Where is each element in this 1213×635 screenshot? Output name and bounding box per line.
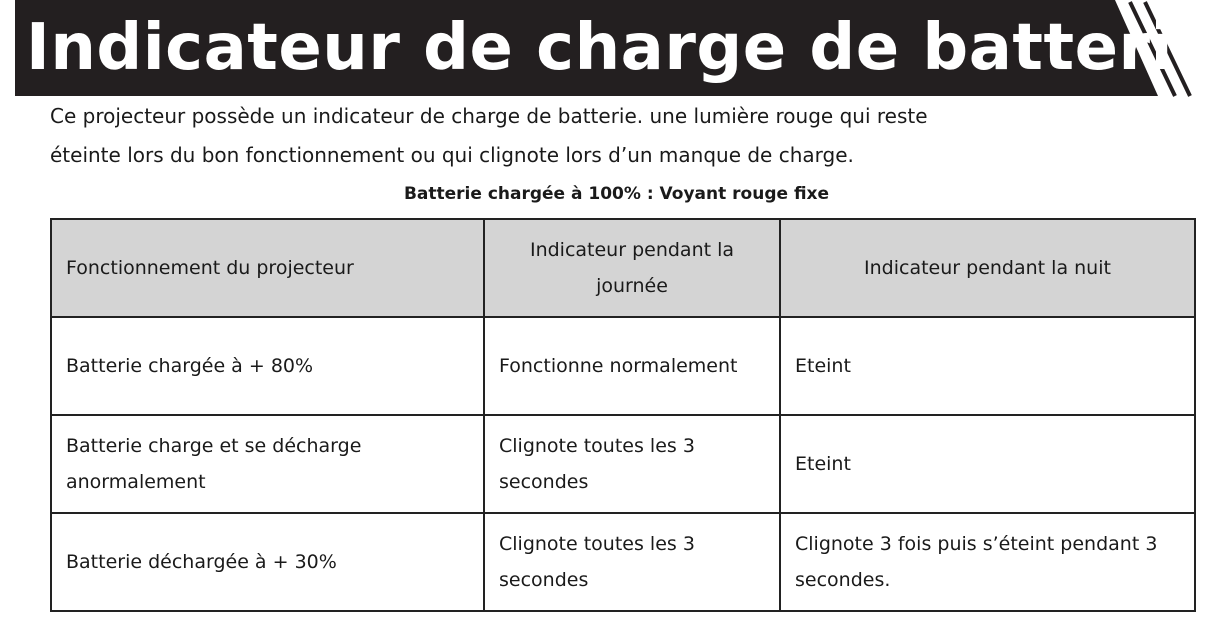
banner-stripe [1143, 1, 1192, 97]
battery-indicator-table: Fonctionnement du projecteur Indicateur … [50, 218, 1196, 612]
table-cell: Eteint [779, 316, 1196, 416]
title-banner [15, 0, 1192, 97]
table-row: Batterie déchargée à + 30% Clignote tout… [50, 512, 1196, 612]
page-title: Indicateur de charge de batterie [26, 11, 1213, 85]
table-cell: Batterie charge et se décharge anormalem… [50, 414, 485, 514]
table-cell: Clignote toutes les 3 secondes [483, 414, 781, 514]
banner-stripe [1128, 1, 1177, 97]
intro-line: Ce projecteur possède un indicateur de c… [50, 104, 928, 128]
column-header: Indicateur pendant la nuit [779, 218, 1196, 318]
column-header: Fonctionnement du projecteur [50, 218, 485, 318]
column-header: Indicateur pendant la journée [483, 218, 781, 318]
table-cell: Batterie déchargée à + 30% [50, 512, 485, 612]
table-row: Batterie charge et se décharge anormalem… [50, 414, 1196, 514]
table-cell: Clignote toutes les 3 secondes [483, 512, 781, 612]
table-cell: Fonctionne normalement [483, 316, 781, 416]
table-cell: Eteint [779, 414, 1196, 514]
table-subtitle: Batterie chargée à 100% : Voyant rouge f… [403, 184, 830, 204]
banner-background [15, 0, 1158, 96]
table-row: Batterie chargée à + 80% Fonctionne norm… [50, 316, 1196, 416]
intro-line: éteinte lors du bon fonctionnement ou qu… [50, 143, 854, 167]
table-cell: Batterie chargée à + 80% [50, 316, 485, 416]
table-cell: Clignote 3 fois puis s’éteint pendant 3 … [779, 512, 1196, 612]
table-header-row: Fonctionnement du projecteur Indicateur … [50, 218, 1196, 318]
